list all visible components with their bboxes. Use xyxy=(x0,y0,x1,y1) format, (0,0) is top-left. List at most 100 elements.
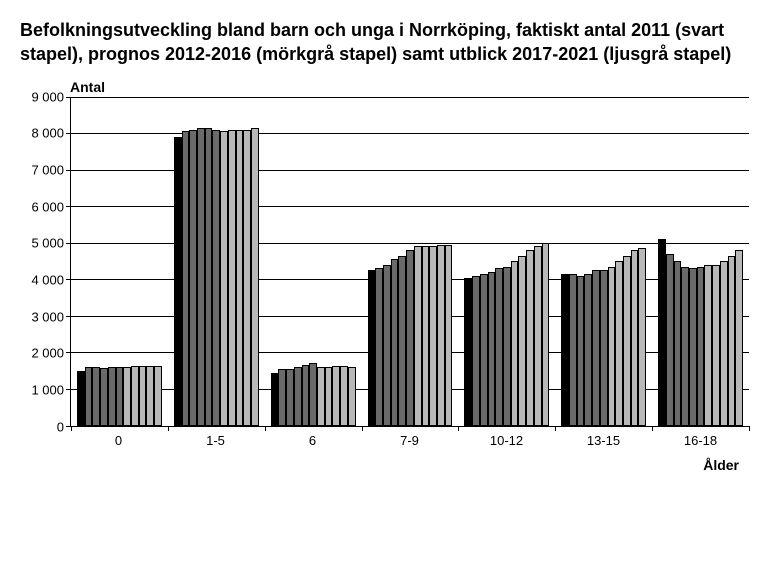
bar xyxy=(615,261,623,426)
bar xyxy=(398,256,406,426)
x-tick-label: 1-5 xyxy=(167,427,264,451)
bar xyxy=(340,366,348,425)
bar xyxy=(511,261,519,426)
bar xyxy=(600,270,608,425)
bar xyxy=(286,369,294,426)
bar xyxy=(243,130,251,426)
bar xyxy=(704,265,712,426)
x-tick-label: 6 xyxy=(264,427,361,451)
bar xyxy=(271,373,279,426)
bar xyxy=(584,274,592,426)
bar xyxy=(197,128,205,426)
bar xyxy=(534,246,542,425)
x-tick-mark xyxy=(555,426,556,431)
bar xyxy=(445,245,453,426)
bar xyxy=(720,261,728,426)
bar xyxy=(92,367,100,425)
bar xyxy=(205,128,213,426)
bar xyxy=(608,267,616,426)
bar xyxy=(472,276,480,426)
x-tick-mark xyxy=(652,426,653,431)
x-tick-mark xyxy=(458,426,459,431)
bar xyxy=(728,256,736,426)
bar xyxy=(146,366,154,426)
x-tick-mark xyxy=(168,426,169,431)
bar xyxy=(154,366,162,426)
y-tick-label: 3 000 xyxy=(31,309,64,324)
bar xyxy=(542,243,550,426)
bar xyxy=(325,367,333,425)
bar xyxy=(391,259,399,425)
bar xyxy=(108,367,116,425)
y-tick-label: 9 000 xyxy=(31,89,64,104)
x-tick-label: 13-15 xyxy=(555,427,652,451)
bar xyxy=(116,367,124,425)
bar xyxy=(406,250,414,425)
bar xyxy=(332,366,340,425)
bar xyxy=(658,239,666,425)
bar xyxy=(236,130,244,426)
x-axis-title: Ålder xyxy=(20,457,739,473)
x-tick-label: 10-12 xyxy=(458,427,555,451)
bar xyxy=(123,367,131,425)
y-tick-label: 5 000 xyxy=(31,236,64,251)
bar xyxy=(294,367,302,425)
bar xyxy=(348,367,356,425)
x-tick-mark xyxy=(71,426,72,431)
bar xyxy=(368,270,376,425)
bar xyxy=(638,248,646,425)
y-tick-label: 7 000 xyxy=(31,162,64,177)
x-tick-label: 16-18 xyxy=(652,427,749,451)
bar xyxy=(375,268,383,425)
bar xyxy=(100,368,108,426)
bar-group xyxy=(168,97,265,426)
y-tick-label: 0 xyxy=(57,419,64,434)
bar xyxy=(189,130,197,426)
x-tick-mark xyxy=(749,426,750,431)
bar xyxy=(561,274,569,426)
bar xyxy=(464,278,472,426)
bar xyxy=(251,128,259,426)
x-tick-label: 7-9 xyxy=(361,427,458,451)
bar xyxy=(212,130,220,426)
bar xyxy=(220,131,228,425)
y-tick-label: 8 000 xyxy=(31,126,64,141)
bar xyxy=(131,366,139,425)
bar xyxy=(503,267,511,426)
x-tick-label: 0 xyxy=(70,427,167,451)
bar xyxy=(592,270,600,425)
y-tick-label: 2 000 xyxy=(31,346,64,361)
bar xyxy=(414,246,422,425)
bar xyxy=(429,246,437,425)
bar xyxy=(518,256,526,426)
bar xyxy=(317,367,325,425)
y-axis-title: Antal xyxy=(70,79,749,95)
bar xyxy=(422,246,430,425)
x-tick-mark xyxy=(362,426,363,431)
bar-group xyxy=(71,97,168,426)
bar xyxy=(526,250,534,425)
bar xyxy=(437,245,445,426)
chart-container: Befolkningsutveckling bland barn och ung… xyxy=(0,0,769,570)
y-tick-label: 4 000 xyxy=(31,272,64,287)
bar xyxy=(681,267,689,426)
bar xyxy=(488,272,496,426)
bar xyxy=(139,366,147,425)
bar xyxy=(674,261,682,426)
x-tick-mark xyxy=(265,426,266,431)
bar xyxy=(77,371,85,426)
bar-group xyxy=(265,97,362,426)
bar xyxy=(735,250,743,425)
bar xyxy=(631,250,639,425)
bar xyxy=(697,267,705,426)
bar-group xyxy=(555,97,652,426)
bar-group xyxy=(362,97,459,426)
y-tick-label: 6 000 xyxy=(31,199,64,214)
bar xyxy=(174,137,182,426)
bar xyxy=(495,268,503,425)
chart-title: Befolkningsutveckling bland barn och ung… xyxy=(20,18,749,67)
bar xyxy=(383,265,391,426)
bar-groups xyxy=(71,97,749,426)
bar xyxy=(577,276,585,426)
bar xyxy=(309,363,317,425)
